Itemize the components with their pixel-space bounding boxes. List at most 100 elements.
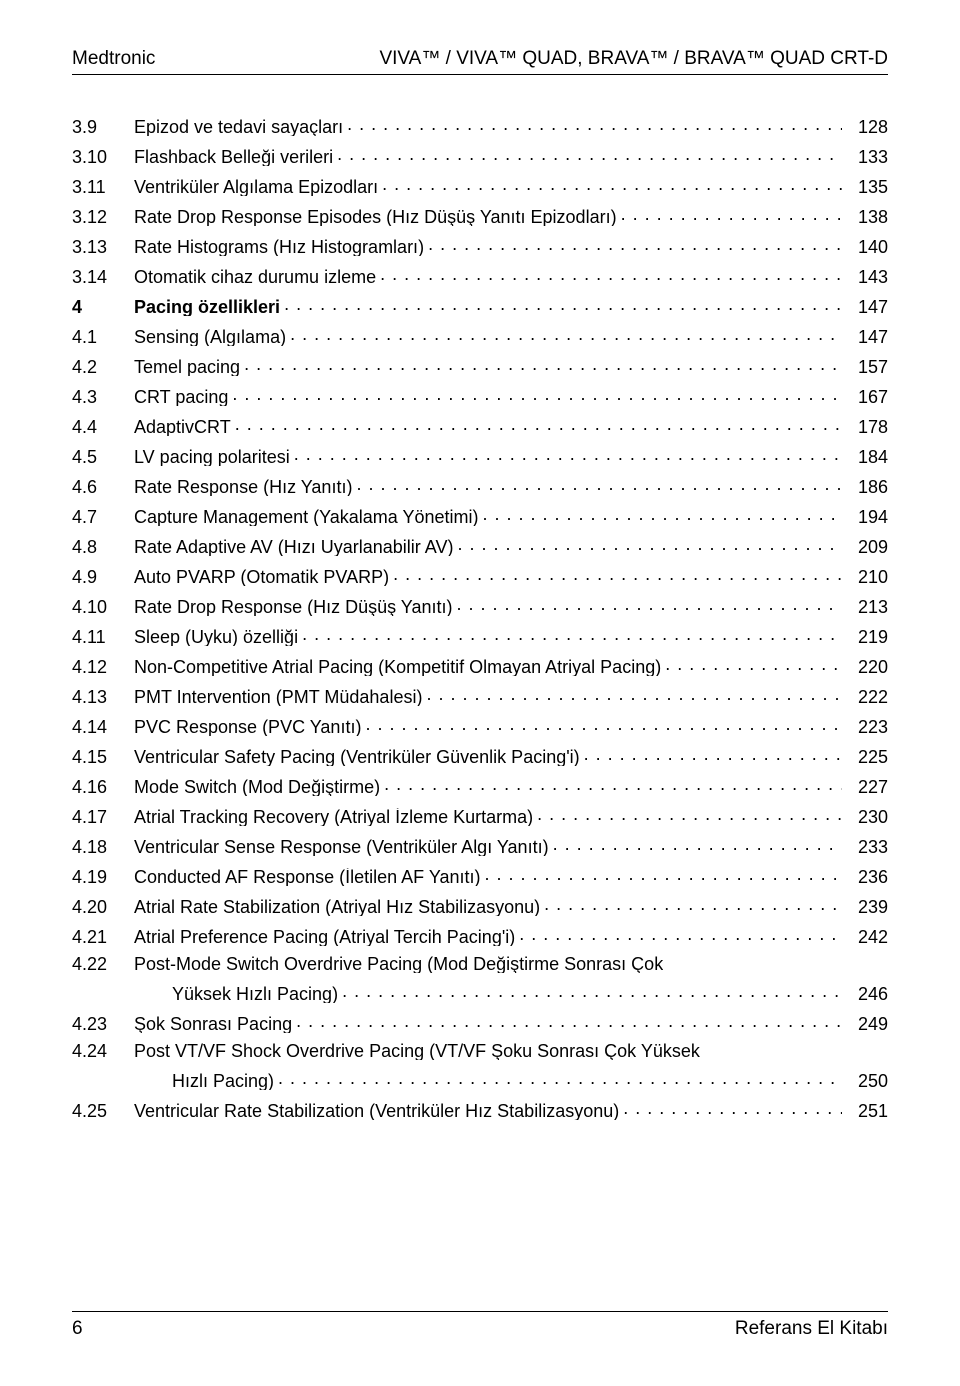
toc-section-title: Auto PVARP (Otomatik PVARP) — [134, 568, 389, 586]
toc-section-number: 4.11 — [72, 628, 134, 646]
toc-section-number: 3.11 — [72, 178, 134, 196]
footer-book-title: Referans El Kitabı — [735, 1318, 888, 1340]
toc-section-title: Şok Sonrası Pacing — [134, 1015, 292, 1033]
toc-entry: 4.10Rate Drop Response (Hız Düşüş Yanıtı… — [72, 595, 888, 616]
toc-section-number: 3.10 — [72, 148, 134, 166]
toc-page-number: 239 — [846, 898, 888, 916]
toc-section-title: Otomatik cihaz durumu izleme — [134, 268, 376, 286]
toc-entry: 4.1Sensing (Algılama)147 — [72, 325, 888, 346]
toc-page-number: 227 — [846, 778, 888, 796]
toc-entry: 4.6Rate Response (Hız Yanıtı)186 — [72, 475, 888, 496]
header-product: VIVA™ / VIVA™ QUAD, BRAVA™ / BRAVA™ QUAD… — [379, 48, 888, 70]
toc-section-number: 4.1 — [72, 328, 134, 346]
toc-section-number: 4.9 — [72, 568, 134, 586]
toc-section-title: Rate Drop Response (Hız Düşüş Yanıtı) — [134, 598, 452, 616]
toc-entry: 4.17Atrial Tracking Recovery (Atriyal İz… — [72, 805, 888, 826]
toc-entry: 3.10Flashback Belleği verileri 133 — [72, 145, 888, 166]
toc-section-title: Ventricular Safety Pacing (Ventriküler G… — [134, 748, 580, 766]
toc-leader-dots — [347, 115, 842, 133]
toc-leader-dots — [485, 865, 842, 883]
toc-section-title: Capture Management (Yakalama Yönetimi) — [134, 508, 479, 526]
toc-page-number: 157 — [846, 358, 888, 376]
toc-entry: 4.13PMT Intervention (PMT Müdahalesi)222 — [72, 685, 888, 706]
toc-section-number: 3.13 — [72, 238, 134, 256]
toc-entry: 4.19Conducted AF Response (İletilen AF Y… — [72, 865, 888, 886]
toc-section-number: 4.10 — [72, 598, 134, 616]
toc-leader-dots — [519, 925, 842, 943]
toc-leader-dots — [342, 982, 842, 1000]
toc-page-number: 140 — [846, 238, 888, 256]
toc-section-number: 4.23 — [72, 1015, 134, 1033]
toc-section-title: Epizod ve tedavi sayaçları — [134, 118, 343, 136]
toc-section-number: 4.3 — [72, 388, 134, 406]
toc-section-number: 4.19 — [72, 868, 134, 886]
toc-leader-dots — [294, 445, 842, 463]
toc-section-number: 4.15 — [72, 748, 134, 766]
toc-page-number: 186 — [846, 478, 888, 496]
toc-entry: 4.25Ventricular Rate Stabilization (Vent… — [72, 1099, 888, 1120]
toc-section-number: 4.20 — [72, 898, 134, 916]
toc-leader-dots — [393, 565, 842, 583]
toc-entry: 4.24Post VT/VF Shock Overdrive Pacing (V… — [72, 1042, 888, 1060]
toc-leader-dots — [483, 505, 842, 523]
toc-section-title: Non-Competitive Atrial Pacing (Kompetiti… — [134, 658, 661, 676]
toc-page-number: 220 — [846, 658, 888, 676]
toc-section-number: 4 — [72, 298, 134, 316]
toc-leader-dots — [384, 775, 842, 793]
toc-section-title: Post VT/VF Shock Overdrive Pacing (VT/VF… — [134, 1042, 700, 1060]
toc-entry: 3.13Rate Histograms (Hız Histogramları) 1… — [72, 235, 888, 256]
toc-leader-dots — [456, 595, 842, 613]
toc-section-title: Conducted AF Response (İletilen AF Yanıt… — [134, 868, 481, 886]
toc-page-number: 210 — [846, 568, 888, 586]
toc-entry: 4.4AdaptivCRT178 — [72, 415, 888, 436]
toc-leader-dots — [302, 625, 842, 643]
toc-section-title: Rate Response (Hız Yanıtı) — [134, 478, 352, 496]
toc-leader-dots — [278, 1069, 842, 1087]
toc-section-number: 4.7 — [72, 508, 134, 526]
toc-section-title: Mode Switch (Mod Değiştirme) — [134, 778, 380, 796]
toc-section-title: Pacing özellikleri — [134, 298, 280, 316]
toc-entry: 4.12Non-Competitive Atrial Pacing (Kompe… — [72, 655, 888, 676]
toc-section-number: 4.22 — [72, 955, 134, 973]
toc-leader-dots — [428, 235, 842, 253]
toc-page-number: 147 — [846, 298, 888, 316]
toc-section-title: Atrial Preference Pacing (Atriyal Tercih… — [134, 928, 515, 946]
toc-entry: 4.14PVC Response (PVC Yanıtı)223 — [72, 715, 888, 736]
toc-leader-dots — [553, 835, 842, 853]
toc-leader-dots — [665, 655, 842, 673]
toc-section-number: 3.14 — [72, 268, 134, 286]
toc-section-title: CRT pacing — [134, 388, 228, 406]
toc-section-title: PMT Intervention (PMT Müdahalesi) — [134, 688, 422, 706]
toc-page-number: 250 — [846, 1072, 888, 1090]
toc-leader-dots — [337, 145, 842, 163]
toc-page-number: 213 — [846, 598, 888, 616]
toc-section-title: Rate Drop Response Episodes (Hız Düşüş Y… — [134, 208, 617, 226]
toc-section-title: Rate Histograms (Hız Histogramları) — [134, 238, 424, 256]
toc-page-number: 249 — [846, 1015, 888, 1033]
toc-entry: 4.11Sleep (Uyku) özelliği219 — [72, 625, 888, 646]
toc-leader-dots — [537, 805, 842, 823]
toc-section-title: Sensing (Algılama) — [134, 328, 286, 346]
page-header: Medtronic VIVA™ / VIVA™ QUAD, BRAVA™ / B… — [72, 48, 888, 70]
toc-entry: 4.5LV pacing polaritesi184 — [72, 445, 888, 466]
toc-page-number: 135 — [846, 178, 888, 196]
toc-page-number: 246 — [846, 985, 888, 1003]
toc-entry: 4.8Rate Adaptive AV (Hızı Uyarlanabilir … — [72, 535, 888, 556]
toc-section-title: Flashback Belleği verileri — [134, 148, 333, 166]
toc-section-number: 4.13 — [72, 688, 134, 706]
header-rule — [72, 74, 888, 75]
toc-entry: 4.23Şok Sonrası Pacing 249 — [72, 1012, 888, 1033]
toc-page-number: 133 — [846, 148, 888, 166]
toc-page-number: 236 — [846, 868, 888, 886]
toc-page-number: 184 — [846, 448, 888, 466]
toc-section-number: 4.14 — [72, 718, 134, 736]
toc-section-number: 4.25 — [72, 1102, 134, 1120]
toc-leader-dots — [296, 1012, 842, 1030]
toc-section-number: 4.16 — [72, 778, 134, 796]
toc-page-number: 225 — [846, 748, 888, 766]
toc-page-number: 223 — [846, 718, 888, 736]
toc-entry: 3.11Ventriküler Algılama Epizodları135 — [72, 175, 888, 196]
toc-page-number: 242 — [846, 928, 888, 946]
toc-entry: 4.21Atrial Preference Pacing (Atriyal Te… — [72, 925, 888, 946]
toc-leader-dots — [621, 205, 842, 223]
